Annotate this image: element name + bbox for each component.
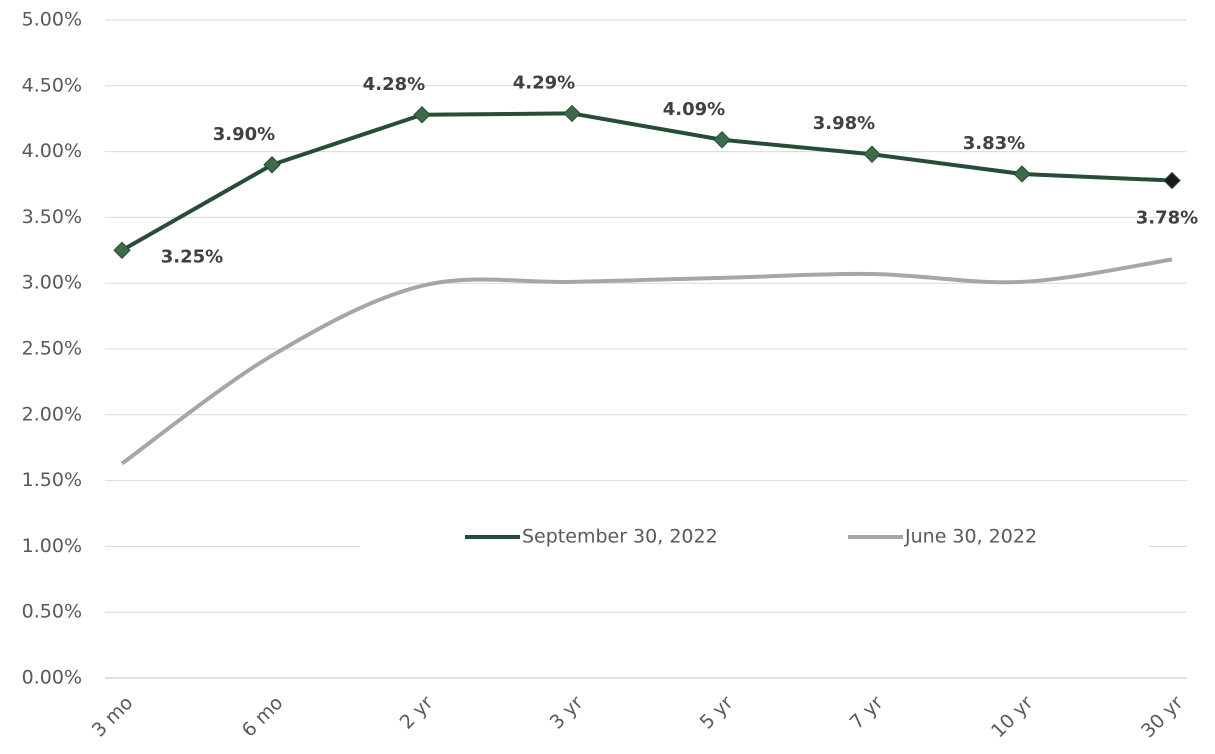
marker xyxy=(713,131,731,149)
series-line xyxy=(120,257,1173,466)
legend-label: June 30, 2022 xyxy=(904,526,1037,548)
y-tick-label: 2.50% xyxy=(22,338,82,360)
marker xyxy=(1013,165,1031,183)
x-tick-label: 3 yr xyxy=(546,692,588,734)
y-tick-label: 0.00% xyxy=(22,667,82,689)
y-tick-label: 1.50% xyxy=(22,469,82,491)
y-tick-label: 1.00% xyxy=(22,535,82,557)
y-tick-label: 3.00% xyxy=(22,272,82,294)
x-tick-label: 30 yr xyxy=(1137,692,1188,743)
marker xyxy=(413,106,431,124)
data-label: 3.78% xyxy=(1136,208,1198,229)
data-label: 4.29% xyxy=(513,72,575,93)
y-tick-label: 4.00% xyxy=(22,140,82,162)
x-tick-label: 6 mo xyxy=(238,692,288,742)
y-tick-label: 2.00% xyxy=(22,403,82,425)
marker xyxy=(1163,171,1181,190)
data-label: 3.83% xyxy=(963,133,1025,154)
data-label: 3.98% xyxy=(813,113,875,134)
x-tick-label: 10 yr xyxy=(987,692,1038,743)
data-label: 4.09% xyxy=(663,99,725,120)
data-label: 4.28% xyxy=(363,74,425,95)
marker xyxy=(113,241,131,260)
x-tick-label: 7 yr xyxy=(846,692,888,734)
series-line xyxy=(121,111,1173,253)
y-tick-label: 5.00% xyxy=(22,9,82,31)
legend-label: September 30, 2022 xyxy=(522,526,718,548)
data-label: 3.90% xyxy=(213,124,275,145)
y-tick-label: 4.50% xyxy=(22,74,82,96)
marker xyxy=(863,145,881,163)
marker xyxy=(563,104,581,123)
marker xyxy=(263,156,281,174)
x-tick-label: 2 yr xyxy=(396,692,438,734)
data-label: 3.25% xyxy=(161,246,223,267)
y-tick-label: 3.50% xyxy=(22,206,82,228)
x-tick-label: 5 yr xyxy=(696,692,738,734)
x-tick-label: 3 mo xyxy=(88,692,138,742)
y-tick-label: 0.50% xyxy=(22,601,82,623)
